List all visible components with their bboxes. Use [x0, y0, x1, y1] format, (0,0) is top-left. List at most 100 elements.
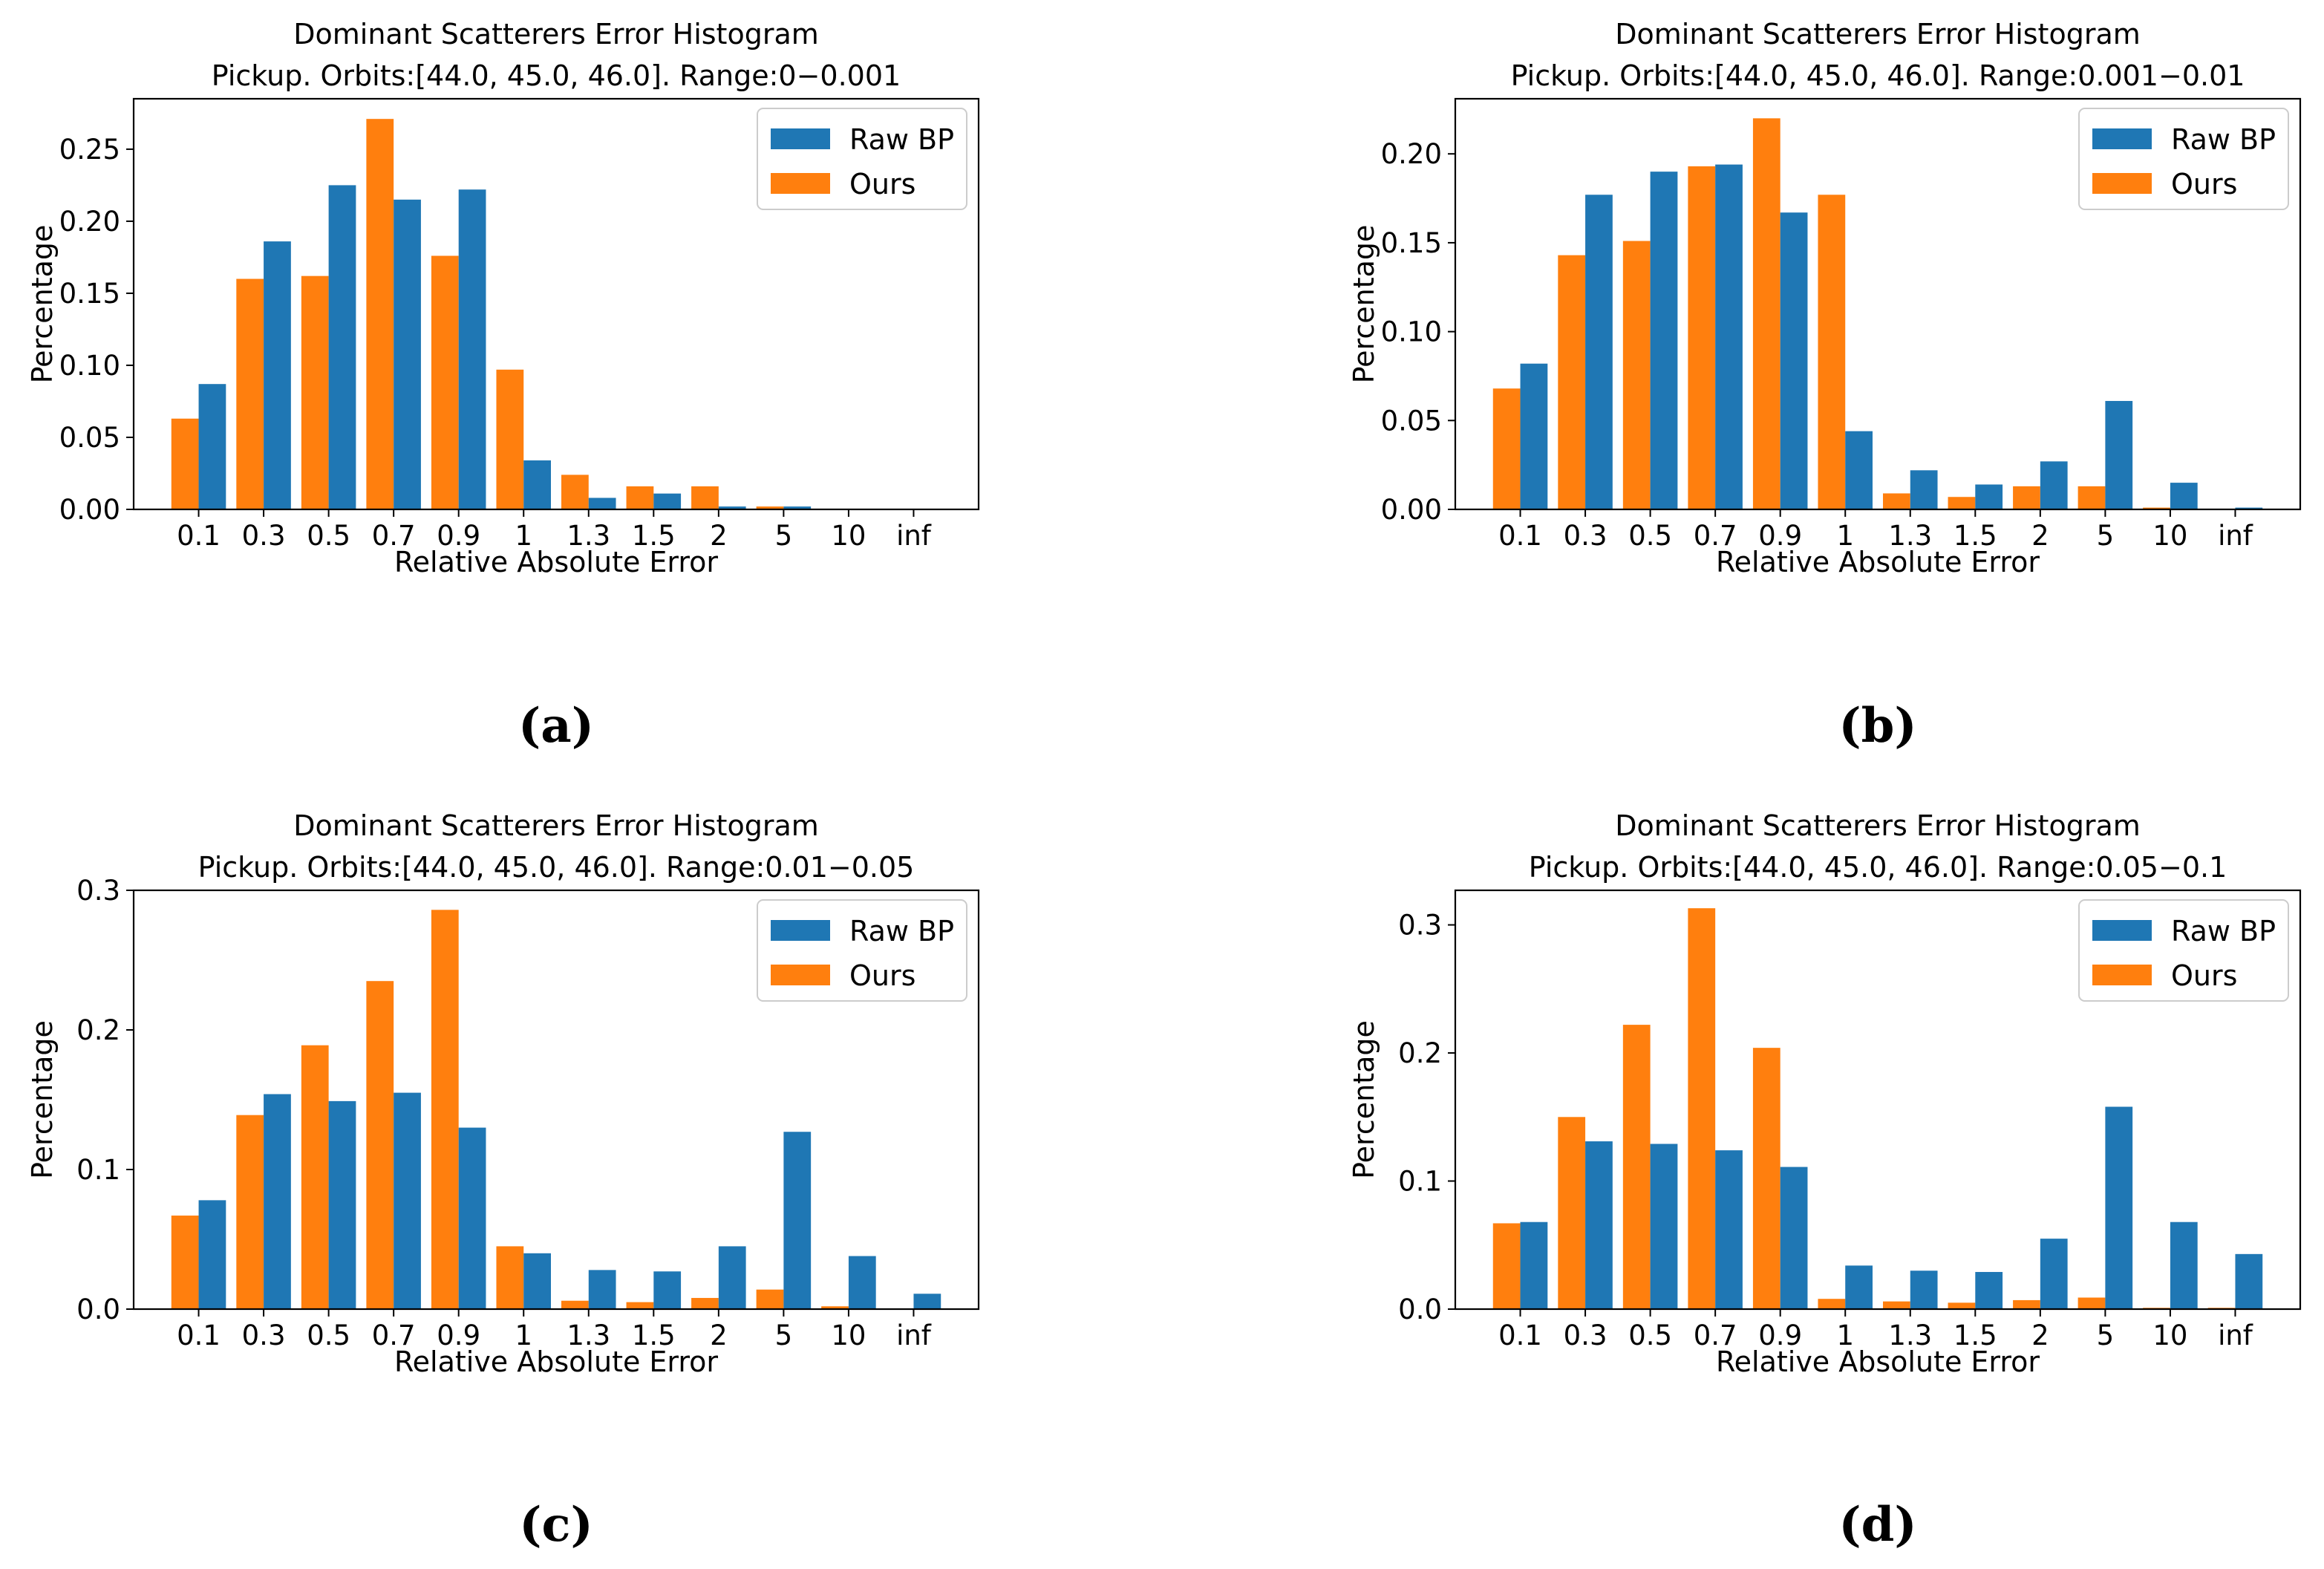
bar-raw-bp-0.9 [458, 189, 486, 509]
bar-raw-bp-inf [913, 1294, 941, 1309]
x-tick-label: 10 [831, 520, 866, 552]
legend-label-raw-bp: Raw BP [2171, 915, 2276, 947]
bar-raw-bp-0.3 [1585, 195, 1613, 509]
bar-raw-bp-0.1 [1520, 1221, 1548, 1309]
legend: Raw BP Ours [757, 108, 967, 210]
chart-subtitle: Pickup. Orbits:[44.0, 45.0, 46.0]. Range… [212, 59, 901, 92]
x-tick-label: 0.3 [242, 1320, 286, 1351]
bar-raw-bp-5 [783, 1132, 812, 1309]
y-tick-label: 0.3 [1398, 910, 1442, 942]
x-tick-label: inf [896, 520, 932, 552]
x-tick-label: 1 [1836, 1320, 1854, 1351]
x-tick-label: 2 [710, 1320, 728, 1351]
bar-raw-bp-1.5 [1975, 1271, 2003, 1309]
y-axis-label: Percentage [1348, 225, 1380, 384]
legend-label-raw-bp: Raw BP [849, 123, 954, 156]
chart-panel-2: Dominant Scatterers Error Histogram Picku… [1348, 18, 2302, 754]
y-tick-label: 0.20 [59, 206, 120, 238]
x-axis-label: Relative Absolute Error [394, 1345, 718, 1378]
x-tick-label: 0.5 [307, 520, 350, 552]
x-tick-label: 2 [2031, 1320, 2049, 1351]
y-tick-label: 0.05 [1381, 405, 1442, 437]
y-tick-label: 0.00 [59, 494, 120, 526]
y-tick-label: 0.15 [1381, 227, 1442, 259]
chart-subtitle: Pickup. Orbits:[44.0, 45.0, 46.0]. Range… [198, 851, 915, 884]
bar-raw-bp-0.5 [328, 1100, 356, 1309]
x-tick-label: 0.1 [1498, 1320, 1542, 1351]
x-tick-label: 0.3 [242, 520, 286, 552]
x-tick-label: inf [896, 1320, 932, 1351]
y-tick-label: 0.1 [76, 1154, 120, 1186]
legend-swatch-ours [771, 173, 830, 194]
bar-raw-bp-0.3 [264, 241, 291, 509]
bar-ours-0.1 [1492, 1223, 1521, 1309]
x-tick-label: 0.3 [1564, 1320, 1607, 1351]
x-axis-label: Relative Absolute Error [394, 546, 718, 578]
bar-raw-bp-5 [2105, 1106, 2133, 1309]
chart-panel-3: Dominant Scatterers Error Histogram Picku… [26, 809, 980, 1553]
bar-ours-2 [2013, 486, 2040, 509]
bar-ours-0.9 [431, 255, 459, 509]
bar-raw-bp-5 [2105, 400, 2133, 509]
x-tick-label: 0.7 [372, 1320, 416, 1351]
bar-ours-0.5 [301, 275, 329, 509]
bar-raw-bp-0.9 [458, 1127, 486, 1309]
bar-raw-bp-0.1 [198, 384, 226, 509]
y-tick-label: 0.25 [59, 134, 120, 166]
x-tick-label: 1 [515, 1320, 532, 1351]
bar-raw-bp-5 [783, 506, 812, 509]
bar-ours-0.9 [431, 910, 459, 1309]
x-tick-label: 10 [2152, 1320, 2187, 1351]
bar-raw-bp-10 [2170, 1221, 2198, 1309]
bar-raw-bp-0.9 [1780, 212, 1808, 509]
chart-panel-4: Dominant Scatterers Error Histogram Picku… [1348, 809, 2302, 1553]
x-tick-label: 5 [2097, 520, 2115, 552]
legend-label-raw-bp: Raw BP [2171, 123, 2276, 156]
y-tick-label: 0.10 [1381, 316, 1442, 348]
bar-ours-1 [496, 1246, 524, 1309]
bar-raw-bp-1.3 [1910, 1270, 1938, 1309]
bar-ours-5 [2077, 486, 2106, 509]
y-tick-label: 0.20 [1381, 138, 1442, 170]
y-tick-label: 0.0 [1398, 1294, 1442, 1325]
bar-raw-bp-1.5 [653, 493, 682, 509]
y-tick-label: 0.2 [76, 1014, 120, 1046]
bar-ours-2 [2013, 1299, 2040, 1309]
bar-raw-bp-0.3 [264, 1094, 291, 1309]
bar-ours-0.5 [1622, 241, 1651, 509]
bar-raw-bp-1 [1845, 431, 1873, 509]
y-axis-label: Percentage [26, 1020, 59, 1179]
x-tick-label: 5 [2097, 1320, 2115, 1351]
x-tick-label: 1.3 [567, 520, 610, 552]
panel-label: (d) [1838, 1497, 1916, 1553]
bar-ours-1 [1818, 1299, 1846, 1309]
y-tick-label: 0.05 [59, 422, 120, 454]
bar-ours-0.7 [1688, 166, 1716, 509]
bar-raw-bp-1 [1845, 1265, 1873, 1309]
bar-ours-0.7 [366, 119, 394, 509]
x-tick-label: 1.5 [632, 1320, 676, 1351]
x-axis-label: Relative Absolute Error [1716, 546, 2040, 578]
x-tick-label: 5 [775, 520, 793, 552]
y-tick-label: 0.00 [1381, 494, 1442, 526]
bar-raw-bp-0.1 [198, 1200, 226, 1309]
bar-raw-bp-0.1 [1520, 363, 1548, 509]
x-tick-label: 1.5 [632, 520, 676, 552]
bar-raw-bp-0.7 [1715, 1150, 1743, 1309]
bar-raw-bp-0.5 [1650, 172, 1678, 509]
plot-frame [1454, 97, 2302, 511]
x-tick-label: 1 [515, 520, 532, 552]
bar-raw-bp-1.3 [1910, 470, 1938, 509]
bar-raw-bp-0.7 [394, 1092, 421, 1309]
legend-label-ours: Ours [849, 959, 915, 992]
legend: Raw BP Ours [2078, 108, 2289, 210]
x-tick-label: 0.5 [1628, 520, 1672, 552]
bar-ours-1.3 [1883, 493, 1910, 509]
x-tick-label: inf [2218, 520, 2253, 552]
y-tick-label: 0.3 [76, 875, 120, 907]
y-tick-label: 0.15 [59, 278, 120, 310]
chart-title: Dominant Scatterers Error Histogram [1615, 809, 2141, 842]
legend-label-ours: Ours [2171, 168, 2237, 200]
bar-ours-0.3 [236, 1115, 264, 1309]
x-tick-label: 1.5 [1953, 1320, 1997, 1351]
